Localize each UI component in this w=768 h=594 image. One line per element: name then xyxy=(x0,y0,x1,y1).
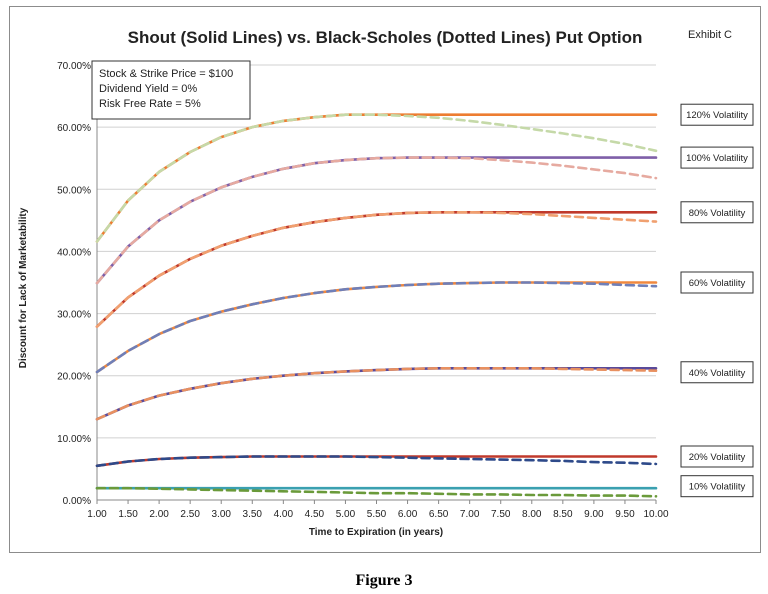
x-tick-label: 8.50 xyxy=(553,509,573,520)
black-scholes-series-line xyxy=(95,211,658,328)
y-tick-label: 20.00% xyxy=(57,372,91,383)
volatility-label-text: 120% Volatility xyxy=(686,110,748,121)
black-scholes-series-line xyxy=(95,281,658,374)
x-tick-label: 10.00 xyxy=(643,509,668,520)
volatility-label-box xyxy=(680,201,754,224)
volatility-label-text: 60% Volatility xyxy=(689,278,746,289)
annotation-box: Stock & Strike Price = $100 Dividend Yie… xyxy=(91,60,251,120)
volatility-label: 20% Volatility xyxy=(680,445,754,468)
volatility-label-box xyxy=(680,271,754,294)
volatility-label-text: 80% Volatility xyxy=(689,208,746,219)
x-tick-label: 6.00 xyxy=(398,509,418,520)
x-axis-title: Time to Expiration (in years) xyxy=(309,527,443,538)
x-tick-label: 4.00 xyxy=(274,509,294,520)
volatility-label-text: 40% Volatility xyxy=(689,368,746,379)
x-tick-label: 5.00 xyxy=(336,509,356,520)
black-scholes-series-line xyxy=(95,486,658,498)
grid-layer xyxy=(97,64,656,439)
figure-caption: Figure 3 xyxy=(355,572,413,589)
x-tick-label: 3.50 xyxy=(243,509,263,520)
chart-svg: Shout (Solid Lines) vs. Black-Scholes (D… xyxy=(18,28,754,538)
volatility-label: 80% Volatility xyxy=(680,201,754,224)
black-scholes-series-line xyxy=(95,455,658,468)
x-tick-label: 2.00 xyxy=(149,509,169,520)
x-tick-label: 1.00 xyxy=(87,509,107,520)
volatility-label-layer: 120% Volatility 100% Volatility 80% Volati… xyxy=(680,103,754,498)
volatility-label: 40% Volatility xyxy=(680,361,754,384)
x-tick-label: 7.50 xyxy=(491,509,511,520)
x-tick-label: 4.50 xyxy=(305,509,325,520)
x-tick-label: 6.50 xyxy=(429,509,449,520)
y-tick-label: 50.00% xyxy=(57,185,91,196)
x-tick-label: 2.50 xyxy=(180,509,200,520)
volatility-label: 120% Volatility xyxy=(680,103,754,126)
x-tick-label: 9.00 xyxy=(584,509,604,520)
y-tick-label: 70.00% xyxy=(57,61,91,72)
y-tick-label: 30.00% xyxy=(57,310,91,321)
annotation-line-risk-free-rate: Risk Free Rate = 5% xyxy=(99,98,201,110)
y-tick-label: 40.00% xyxy=(57,247,91,258)
annotation-line-stock-strike: Stock & Strike Price = $100 xyxy=(99,68,233,80)
black-scholes-series-line xyxy=(95,113,658,243)
volatility-label-text: 100% Volatility xyxy=(686,153,748,164)
volatility-label-text: 10% Volatility xyxy=(689,482,746,493)
chart-frame: Shout (Solid Lines) vs. Black-Scholes (D… xyxy=(9,6,761,553)
x-tick-label: 8.00 xyxy=(522,509,542,520)
shout-series-line xyxy=(95,281,658,374)
y-tick-label: 10.00% xyxy=(57,434,91,445)
axis-layer: 0.00% 10.00% 20.00% 30.00% 40.00% 50.00% 60.00… xyxy=(57,61,669,520)
exhibit-label: Exhibit C xyxy=(688,29,732,41)
y-tick-label: 60.00% xyxy=(57,123,91,134)
x-tick-label: 9.50 xyxy=(615,509,635,520)
black-scholes-series-line xyxy=(95,156,658,285)
x-tick-label: 3.00 xyxy=(211,509,231,520)
shout-series-line xyxy=(95,211,658,328)
volatility-label-box xyxy=(680,361,754,384)
chart-title: Shout (Solid Lines) vs. Black-Scholes (D… xyxy=(128,28,643,47)
y-tick-label: 0.00% xyxy=(63,496,91,507)
volatility-label-text: 20% Volatility xyxy=(689,452,746,463)
annotation-line-dividend-yield: Dividend Yield = 0% xyxy=(99,83,197,95)
x-tick-label: 1.50 xyxy=(118,509,138,520)
y-axis-title: Discount for Lack of Marketability xyxy=(18,207,29,368)
volatility-label: 60% Volatility xyxy=(680,271,754,294)
volatility-label-box xyxy=(680,146,754,169)
volatility-label: 10% Volatility xyxy=(680,475,754,498)
black-scholes-series-line xyxy=(95,366,658,421)
volatility-label-box xyxy=(680,445,754,468)
x-tick-label: 7.00 xyxy=(460,509,480,520)
volatility-label-box xyxy=(680,475,754,498)
volatility-label: 100% Volatility xyxy=(680,146,754,169)
volatility-label-box xyxy=(680,103,754,126)
series-layer xyxy=(95,113,658,498)
x-tick-label: 5.50 xyxy=(367,509,387,520)
